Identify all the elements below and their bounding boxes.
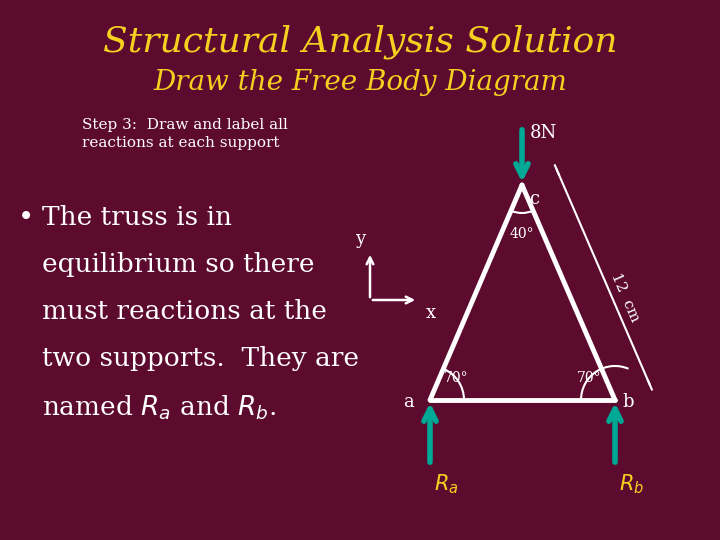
Text: Draw the Free Body Diagram: Draw the Free Body Diagram (153, 69, 567, 96)
Text: $R_b$: $R_b$ (619, 472, 644, 496)
Text: 40°: 40° (510, 227, 534, 241)
Text: $R_a$: $R_a$ (434, 472, 459, 496)
Text: two supports.  They are: two supports. They are (42, 346, 359, 371)
Text: •: • (18, 205, 35, 232)
Text: 12  cm: 12 cm (608, 271, 642, 324)
Text: Structural Analysis Solution: Structural Analysis Solution (103, 25, 617, 59)
Text: b: b (622, 393, 634, 411)
Text: must reactions at the: must reactions at the (42, 299, 327, 324)
Text: 70°: 70° (444, 371, 468, 385)
Text: 8N: 8N (530, 124, 557, 142)
Text: equilibrium so there: equilibrium so there (42, 252, 315, 277)
Text: Step 3:  Draw and label all
reactions at each support: Step 3: Draw and label all reactions at … (82, 118, 288, 151)
Text: x: x (426, 304, 436, 322)
Text: 70°: 70° (577, 371, 601, 385)
Text: The truss is in: The truss is in (42, 205, 232, 230)
Text: a: a (403, 393, 414, 411)
Text: named $R_a$ and $R_b$.: named $R_a$ and $R_b$. (42, 393, 276, 422)
Text: y: y (355, 230, 365, 248)
Text: c: c (529, 190, 539, 208)
